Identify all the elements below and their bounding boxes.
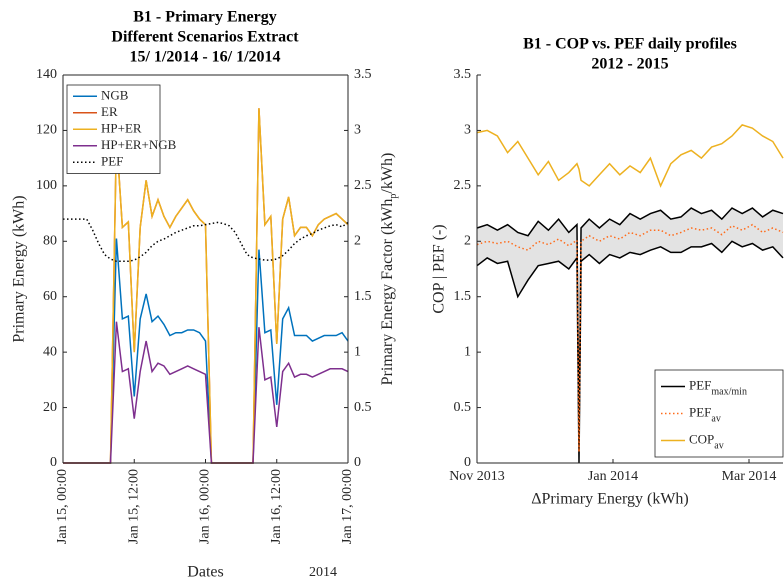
y-tick-label: 20 <box>43 400 57 415</box>
legend-box <box>654 369 784 458</box>
y-tick-label: 80 <box>43 234 57 249</box>
subscript: max/min <box>711 386 747 397</box>
subscript: av <box>711 413 720 424</box>
series-line <box>476 124 784 188</box>
x-corner-label: 2014 <box>309 565 337 580</box>
chart-title: 2012 - 2015 <box>591 56 668 73</box>
y-tick-label: 120 <box>36 123 57 138</box>
legend-label: HP+ER+NGB <box>101 137 177 152</box>
series-line <box>476 207 784 445</box>
y-tick-label: 60 <box>43 289 57 304</box>
legend-label: NGB <box>101 87 129 102</box>
y2-tick-label: 2 <box>354 234 361 249</box>
legend-label: ER <box>101 104 118 119</box>
legend-label: HP+ER <box>101 120 142 135</box>
y-tick-label: 100 <box>36 178 57 193</box>
y-axis-label: Primary Energy (kWh) <box>11 195 28 342</box>
y2-tick-label: 3 <box>354 123 361 138</box>
text-part: PEF <box>689 377 711 392</box>
x-tick-label: Jan 2014 <box>588 469 638 484</box>
band <box>477 208 783 463</box>
x-tick-label: Jan 15, 12:00 <box>126 469 141 544</box>
text-part: PEF <box>101 153 123 168</box>
y-tick-label: 140 <box>36 67 57 82</box>
x-tick-label: Jan 16, 12:00 <box>269 469 284 544</box>
y-tick-label: 1 <box>464 344 471 359</box>
series-line <box>63 218 349 262</box>
x-tick-label: Nov 2013 <box>449 469 505 484</box>
y2-tick-label: 0.5 <box>354 400 372 415</box>
y2-tick-label: 1 <box>354 344 361 359</box>
y-tick-label: 40 <box>43 344 57 359</box>
y2-axis-label: Primary Energy Factor (kWhp/kWh) <box>379 153 399 386</box>
text-part: ER <box>101 104 118 119</box>
y-axis-label: COP | PEF (-) <box>431 224 448 313</box>
y-tick-label: 0 <box>50 455 57 470</box>
x-axis-label: Dates <box>187 564 223 581</box>
legend-label: PEFmax/min <box>689 377 747 397</box>
chart-title: B1 - COP vs. PEF daily profiles <box>523 36 737 53</box>
subscript: p <box>388 194 399 199</box>
legend-label: COPav <box>689 431 724 451</box>
y-tick-label: 0 <box>464 455 471 470</box>
text-part: /kWh) <box>379 153 396 194</box>
y2-tick-label: 0 <box>354 455 361 470</box>
x-axis-label: ΔPrimary Energy (kWh) <box>531 491 689 508</box>
x-tick-label: Jan 17, 00:00 <box>340 469 355 544</box>
chart-title: 15/ 1/2014 - 16/ 1/2014 <box>129 49 280 66</box>
y-tick-label: 3 <box>464 123 471 138</box>
subscript: av <box>714 440 723 451</box>
text-part: HP+ER <box>101 120 142 135</box>
y-tick-label: 2.5 <box>454 178 472 193</box>
text-part: COP <box>689 431 714 446</box>
x-tick-label: Jan 16, 00:00 <box>198 469 213 544</box>
x-tick-label: Mar 2014 <box>722 469 777 484</box>
series-line <box>63 238 349 464</box>
text-part: NGB <box>101 87 129 102</box>
y2-tick-label: 3.5 <box>354 67 372 82</box>
y2-tick-label: 2.5 <box>354 178 372 193</box>
y-tick-label: 3.5 <box>454 67 472 82</box>
chart-title: B1 - Primary Energy <box>133 9 277 26</box>
legend-label: PEFav <box>689 404 721 424</box>
series-line <box>476 240 784 464</box>
y-tick-label: 0.5 <box>454 400 472 415</box>
x-tick-label: Jan 15, 00:00 <box>55 469 70 544</box>
y-tick-label: 1.5 <box>454 289 472 304</box>
chart-title: Different Scenarios Extract <box>111 29 299 46</box>
text-part: Primary Energy Factor (kWh <box>379 199 396 386</box>
text-part: PEF <box>689 404 711 419</box>
y2-tick-label: 1.5 <box>354 289 372 304</box>
text-part: HP+ER+NGB <box>101 137 177 152</box>
y-tick-label: 2 <box>464 234 471 249</box>
legend-label: PEF <box>101 153 123 168</box>
